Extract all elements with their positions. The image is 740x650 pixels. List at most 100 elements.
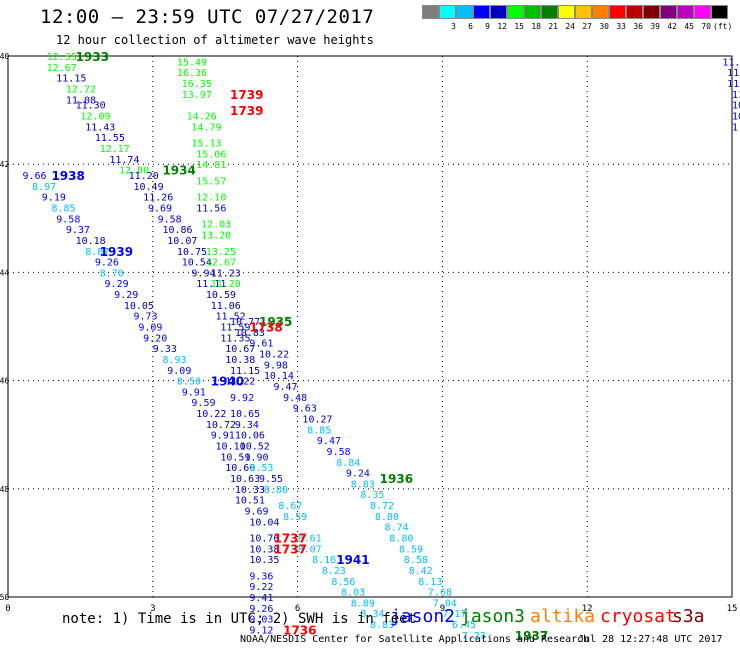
- footer-credit: NOAA/NESDIS Center for Satellite Applica…: [240, 634, 590, 645]
- pass-time-label: 1737: [273, 531, 306, 545]
- pass-time-label: 1938: [51, 169, 84, 183]
- pass-time-label: 1739: [230, 88, 263, 102]
- swh-value: 8.34: [360, 609, 384, 620]
- swh-value: 11.59: [220, 323, 250, 334]
- scale-swatch: [694, 5, 711, 19]
- scale-label: 42: [667, 22, 677, 31]
- lon-tick-label: 12: [582, 604, 593, 614]
- swh-value: 11.80: [722, 57, 740, 68]
- swh-value: 10.59: [206, 290, 236, 301]
- scale-swatch: [456, 5, 473, 19]
- scale-swatch: [677, 5, 694, 19]
- swh-value: 10.54: [182, 258, 212, 269]
- swh-value: 8.03: [341, 588, 365, 599]
- lon-tick-label: 6: [295, 604, 300, 614]
- swh-value: 15.13: [191, 139, 221, 150]
- color-scale: [422, 5, 728, 19]
- swh-value: 9.48: [283, 393, 307, 404]
- swh-value: 10.04: [249, 517, 279, 528]
- scale-swatch: [711, 5, 728, 19]
- scale-label: 45: [684, 22, 694, 31]
- swh-value: 7.04: [433, 598, 457, 609]
- swh-value: 10.05: [124, 301, 154, 312]
- swh-value: 11.: [732, 90, 740, 101]
- pass-time-label: 1934: [162, 164, 195, 178]
- swh-value: 9.09: [138, 323, 162, 334]
- swh-value: 8.83: [370, 620, 394, 631]
- swh-value: 8.80: [375, 512, 399, 523]
- swh-value: 10.38: [225, 355, 255, 366]
- scale-swatch: [524, 5, 541, 19]
- swh-value: 8.23: [322, 566, 346, 577]
- scale-swatch: [541, 5, 558, 19]
- swh-value: 9.41: [249, 593, 273, 604]
- scale-label: 15: [514, 22, 524, 31]
- pass-time-label: 1940: [211, 375, 244, 389]
- swh-value: 8.97: [32, 182, 56, 193]
- swh-value: 9.24: [346, 469, 370, 480]
- scale-label: 9: [485, 22, 490, 31]
- swh-value: 12.09: [80, 112, 110, 123]
- swh-value: 9.26: [249, 604, 273, 615]
- swh-value: 11.20: [211, 279, 241, 290]
- legend-s3a: s3a: [672, 606, 705, 627]
- swh-value: 11.15: [56, 74, 86, 85]
- swh-value: 8.80: [389, 533, 413, 544]
- pass-time-label: 1935: [259, 315, 292, 329]
- swh-value: 8.72: [370, 501, 394, 512]
- swh-value: 8.56: [331, 577, 355, 588]
- swh-value: 8.58: [404, 555, 428, 566]
- lon-tick-label: 0: [5, 604, 10, 614]
- swh-value: 10.14: [264, 371, 294, 382]
- scale-label: 36: [633, 22, 643, 31]
- swh-value: 8.61: [298, 533, 322, 544]
- swh-value: 11.30: [76, 101, 106, 112]
- scale-swatch: [439, 5, 456, 19]
- swh-value: 7.68: [428, 588, 452, 599]
- swh-value: 8.89: [351, 598, 375, 609]
- swh-value: 11.7: [727, 79, 740, 90]
- swh-value: 10.72: [206, 420, 236, 431]
- footer-timestamp: Jul 28 12:27:48 UTC 2017: [578, 634, 723, 645]
- swh-value: 8.07: [298, 544, 322, 555]
- swh-value: 10.76: [249, 533, 279, 544]
- scale-label: 18: [531, 22, 541, 31]
- swh-value: 10.77: [230, 317, 260, 328]
- swh-value: 10.65: [230, 409, 260, 420]
- swh-value: 12.03: [201, 220, 231, 231]
- swh-value: 12.67: [47, 63, 77, 74]
- scale-swatch: [558, 5, 575, 19]
- scale-swatch: [422, 5, 439, 19]
- swh-value: 8.74: [384, 523, 408, 534]
- pass-time-label: 1941: [336, 553, 369, 567]
- swh-value: 9.29: [105, 279, 129, 290]
- scale-swatch: [626, 5, 643, 19]
- swh-value: 9.34: [235, 420, 259, 431]
- swh-value: 11.11: [196, 279, 226, 290]
- swh-value: 8.67: [278, 501, 302, 512]
- swh-value: 9.66: [22, 171, 46, 182]
- scale-label: 24: [565, 22, 575, 31]
- pass-time-label: 1937: [515, 629, 548, 643]
- swh-value: 8.93: [162, 355, 186, 366]
- swh-value: 10.52: [240, 442, 270, 453]
- swh-value: 11.20: [129, 171, 159, 182]
- swh-value: 8.85: [51, 203, 75, 214]
- swh-value: 8.13: [418, 577, 442, 588]
- swh-value: 7.23: [462, 631, 486, 642]
- swh-value: 9.47: [317, 436, 341, 447]
- legend-jason2: jason2: [390, 606, 456, 627]
- swh-value: 11.22: [225, 377, 255, 388]
- swh-value: 16.36: [177, 68, 207, 79]
- swh-value: 10.75: [177, 247, 207, 258]
- scale-label: 3: [451, 22, 456, 31]
- scale-label: 33: [616, 22, 626, 31]
- swh-value: 1: [732, 122, 738, 133]
- lat-tick-label: -44: [0, 268, 9, 277]
- swh-value: 10.07: [167, 236, 197, 247]
- color-scale-labels: 3 6 9 12 15 18 21 24 27 30 33 36 39 42 45 70: [422, 22, 711, 31]
- swh-value: 11.06: [211, 301, 241, 312]
- swh-value: 10.86: [162, 225, 192, 236]
- swh-value: 13.97: [182, 90, 212, 101]
